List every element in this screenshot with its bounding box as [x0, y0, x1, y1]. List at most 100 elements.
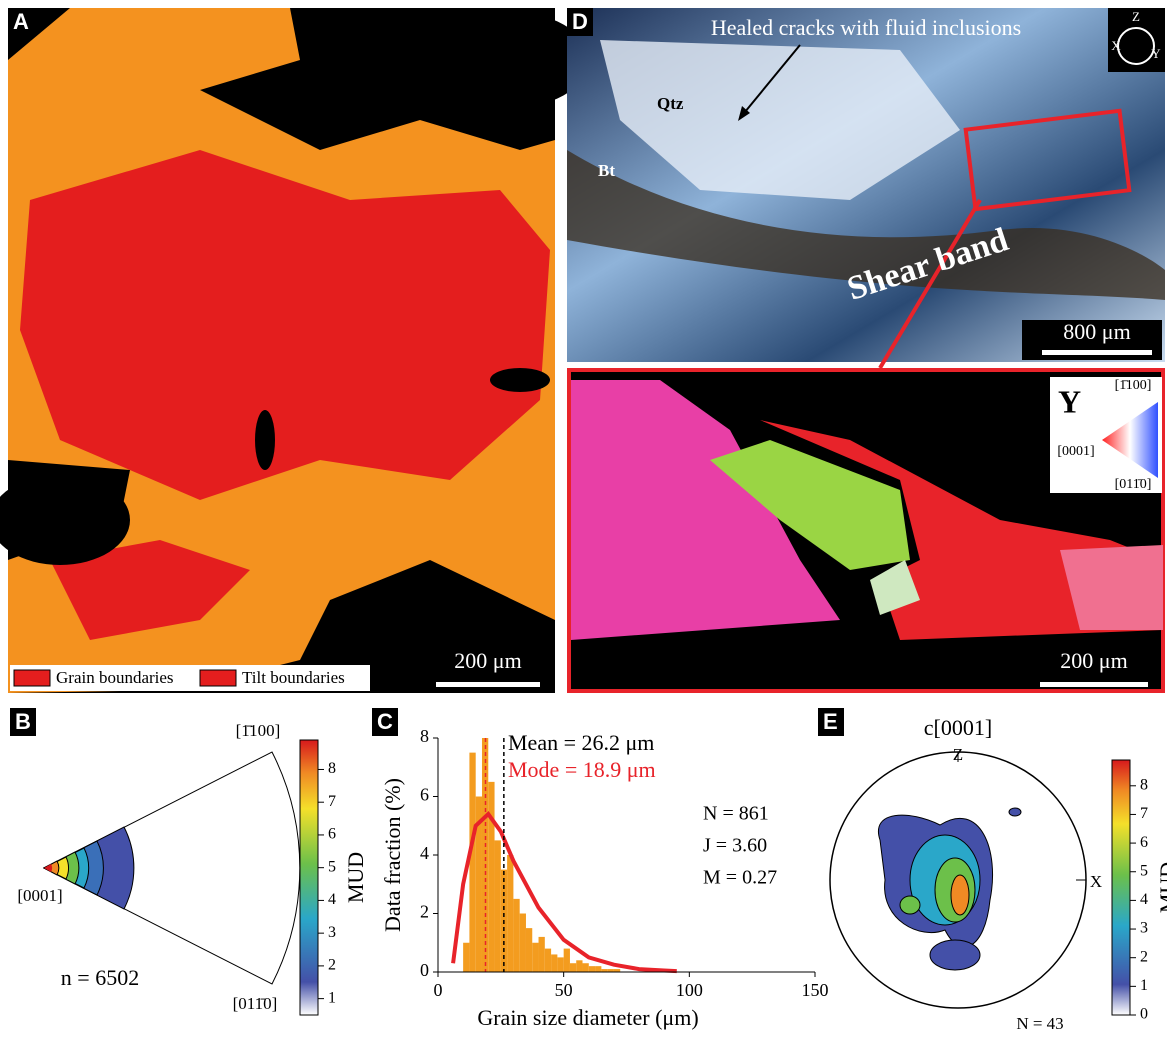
colorbar-tick-label: 5: [1140, 862, 1148, 879]
ipf-label: [1̄100]: [236, 721, 281, 740]
bar: [582, 963, 589, 972]
scale-label: 200 μm: [1060, 648, 1127, 673]
arrow-head: [738, 106, 750, 121]
arrow: [739, 44, 801, 119]
stat-label: N = 861: [703, 803, 769, 825]
colorbar-tick-label: 1: [1140, 977, 1148, 994]
bar: [601, 969, 608, 972]
axis-label: Z: [953, 745, 963, 764]
colorbar: [1111, 759, 1131, 1016]
grain-pale: [870, 560, 920, 615]
panel-letter: A: [13, 9, 29, 34]
colorbar-tick-label: 7: [328, 793, 336, 810]
bar: [588, 966, 596, 972]
panel-c: C Grain size diameter (μm) Data fraction…: [372, 708, 699, 1030]
bar: [569, 963, 577, 972]
fit-curve: [451, 811, 677, 974]
mode-label: Mode = 18.9 μm: [508, 757, 656, 782]
hole: [490, 368, 550, 392]
key-label: [1̄100]: [1115, 378, 1152, 393]
panel-letter: C: [377, 709, 393, 734]
bar: [463, 942, 470, 972]
bar: [532, 942, 539, 972]
scale-bar: [1040, 682, 1148, 687]
red-grains: [50, 540, 250, 640]
density-contour: [929, 939, 981, 971]
scale-label: 800 μm: [1063, 319, 1130, 344]
bar: [507, 855, 514, 972]
y-tick-label: 2: [420, 902, 429, 922]
bar: [576, 960, 583, 972]
letter-box: [8, 8, 34, 36]
mean-label: Mean = 26.2 μm: [508, 730, 654, 755]
panel-letter: E: [823, 709, 838, 734]
density-contour: [1008, 807, 1022, 817]
colorbar-tick-label: 1: [328, 989, 336, 1006]
bar: [607, 969, 614, 972]
panel-letter: D: [572, 9, 588, 34]
grain-pink: [1060, 545, 1163, 630]
scale-label: 200 μm: [454, 648, 521, 673]
grain-green: [710, 440, 910, 570]
colorbar-tick-label: 0: [1140, 1006, 1148, 1023]
y-tick-label: 6: [420, 785, 429, 805]
colorbar-tick-label: 2: [328, 957, 336, 974]
bar: [513, 898, 520, 972]
x-tick-label: 100: [676, 980, 703, 1000]
grain-red: [760, 420, 1163, 640]
colorbar-tick-label: 8: [1140, 776, 1148, 793]
legend-label: Tilt boundaries: [242, 668, 345, 687]
density-contour: [899, 895, 921, 915]
colorbar-tick-label: 6: [328, 826, 336, 843]
contour: [44, 864, 53, 872]
legend-box: [10, 665, 370, 691]
letter-box: [818, 708, 844, 736]
mineral-label: Qtz: [657, 94, 684, 113]
y-tick-label: 0: [420, 960, 429, 980]
quartz-grain: [600, 40, 960, 200]
key-title: Y: [1058, 383, 1081, 419]
y-tick-label: 4: [420, 843, 429, 863]
axis-label: Y: [1151, 46, 1161, 61]
stat-label: J = 3.60: [703, 835, 767, 857]
count-label: n = 6502: [61, 965, 139, 990]
bar: [551, 954, 558, 972]
panel-e: E c[0001] Z X N = 43: [818, 708, 1102, 1033]
x-tick-label: 0: [434, 980, 443, 1000]
ipf-label: [011̄0]: [233, 994, 278, 1013]
x-tick-label: 50: [555, 980, 573, 1000]
bar: [525, 928, 533, 972]
shear-band: [567, 150, 1165, 300]
legend-label: Grain boundaries: [56, 668, 174, 687]
bar: [488, 781, 495, 972]
inset-connector: [878, 198, 982, 370]
bar: [613, 969, 621, 972]
panel-b: B [1̄100] [0001] [011̄0] n = 6502: [10, 708, 301, 1013]
scale-bar: [1042, 350, 1152, 355]
bar: [544, 948, 552, 972]
y-tick-label: 8: [420, 726, 429, 746]
key-label: [011̄0]: [1115, 477, 1152, 492]
key-label: [0001]: [1057, 444, 1094, 459]
grain-magenta: [571, 380, 840, 640]
colorbar-tick-label: 4: [1140, 891, 1148, 908]
axes-circle: [1117, 27, 1155, 65]
inset-box: [963, 108, 1132, 212]
panel-letter: B: [15, 709, 31, 734]
density-contour: [950, 874, 970, 916]
letter-box: [10, 708, 36, 736]
colorbar-tick-label: 2: [1140, 948, 1148, 965]
colorbar-tick-label: 8: [328, 760, 336, 777]
colorbar-tick-label: 4: [328, 891, 336, 908]
legend-swatch: [199, 669, 237, 687]
hole: [410, 10, 590, 110]
bar: [469, 752, 476, 972]
y-axis-label: Data fraction (%): [380, 778, 405, 932]
bar: [557, 957, 564, 972]
bar: [519, 913, 526, 972]
bar: [538, 936, 545, 972]
count-label: N = 43: [1016, 1014, 1063, 1033]
colorbar-tick-label: 5: [328, 858, 336, 875]
legend-swatch: [13, 669, 51, 687]
pole-figure-title: c[0001]: [924, 715, 992, 740]
